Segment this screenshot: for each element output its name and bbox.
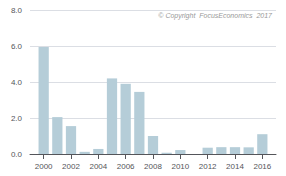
svg-text:0.0: 0.0 [11,150,23,159]
svg-text:2012: 2012 [199,162,217,171]
svg-text:2006: 2006 [117,162,135,171]
svg-text:4.0: 4.0 [11,78,23,87]
svg-text:2010: 2010 [171,162,189,171]
svg-text:6.0: 6.0 [11,42,23,51]
svg-text:2000: 2000 [35,162,53,171]
svg-text:2.0: 2.0 [11,114,23,123]
svg-text:2008: 2008 [144,162,162,171]
svg-text:8.0: 8.0 [11,6,23,15]
svg-text:2014: 2014 [226,162,244,171]
svg-text:2002: 2002 [62,162,80,171]
svg-text:2016: 2016 [253,162,271,171]
svg-text:© Copyright FocusEconomics 2: © Copyright FocusEconomics 2017 [158,12,273,20]
svg-text:2004: 2004 [89,162,107,171]
